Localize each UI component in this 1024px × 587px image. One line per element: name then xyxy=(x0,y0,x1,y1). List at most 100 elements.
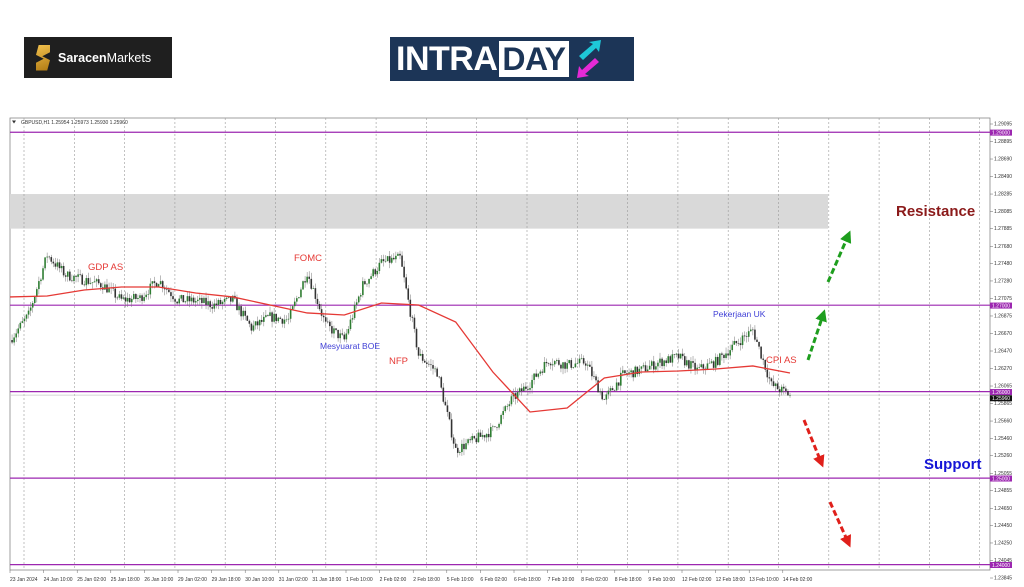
candle-bullish xyxy=(774,383,777,386)
candle-bearish xyxy=(426,362,428,364)
candle-bullish xyxy=(143,297,145,301)
candle-bearish xyxy=(444,401,447,406)
candle-bullish xyxy=(159,281,162,285)
candle-bearish xyxy=(79,274,81,275)
candle-bullish xyxy=(221,301,224,305)
candle-bullish xyxy=(40,279,42,282)
candle-bearish xyxy=(636,366,639,375)
candle-bullish xyxy=(296,298,298,302)
candle-bullish xyxy=(523,386,525,392)
intraday-text-1: INTRA xyxy=(396,39,498,78)
logo-text-regular: Markets xyxy=(106,50,152,65)
candle-bearish xyxy=(549,363,552,366)
candle-bearish xyxy=(413,317,416,329)
candle-bearish xyxy=(665,360,667,363)
candle-bullish xyxy=(298,297,300,299)
candle-bullish xyxy=(376,270,379,275)
candle-bearish xyxy=(337,329,339,339)
candle-bearish xyxy=(432,365,434,369)
candle-bullish xyxy=(397,253,399,256)
candle-bearish xyxy=(716,356,719,365)
collapse-triangle-icon[interactable] xyxy=(12,120,16,124)
candle-bearish xyxy=(304,281,306,283)
saracen-s-icon xyxy=(36,44,50,71)
x-tick-label: 12 Feb 02:00 xyxy=(682,577,712,583)
candle-bearish xyxy=(442,387,445,402)
candle-bullish xyxy=(186,296,189,302)
candle-bullish xyxy=(657,362,659,367)
candle-bearish xyxy=(267,315,269,316)
candle-bullish xyxy=(196,299,199,302)
candle-bullish xyxy=(492,426,494,428)
x-tick-label: 12 Feb 18:00 xyxy=(716,577,746,583)
candle-bullish xyxy=(630,370,632,373)
candle-bullish xyxy=(25,314,28,319)
candle-bullish xyxy=(242,310,244,317)
candle-bearish xyxy=(560,364,562,369)
candle-bullish xyxy=(533,373,535,380)
candle-bullish xyxy=(157,284,160,287)
candle-bullish xyxy=(714,356,717,368)
candle-bullish xyxy=(312,288,315,289)
candle-bullish xyxy=(21,321,24,323)
x-tick-label: 8 Feb 18:00 xyxy=(615,577,642,583)
x-tick-label: 5 Feb 10:00 xyxy=(447,577,474,583)
candle-bearish xyxy=(320,309,323,316)
x-tick-label: 31 Jan 18:00 xyxy=(312,577,341,583)
level-price-tag xyxy=(990,475,1012,482)
candle-bearish xyxy=(597,380,599,393)
candle-bearish xyxy=(382,259,385,262)
candle-bearish xyxy=(388,256,391,263)
candle-bullish xyxy=(368,278,370,284)
candle-bearish xyxy=(541,371,544,373)
candle-bullish xyxy=(489,427,492,438)
candle-bullish xyxy=(56,262,59,267)
candle-bullish xyxy=(300,289,302,298)
candle-bearish xyxy=(653,361,655,370)
candle-bullish xyxy=(17,328,20,334)
candle-bearish xyxy=(393,257,395,260)
candle-bearish xyxy=(99,283,102,288)
candle-bearish xyxy=(163,288,166,290)
candle-bearish xyxy=(712,361,715,368)
candle-bullish xyxy=(696,367,698,371)
candle-bullish xyxy=(390,257,393,263)
candle-bearish xyxy=(219,300,222,305)
candle-bullish xyxy=(203,297,205,303)
candle-bearish xyxy=(335,328,337,330)
candle-bullish xyxy=(137,297,139,299)
candle-bullish xyxy=(104,284,106,290)
y-tick-label: 1.26065 xyxy=(994,384,1012,390)
x-tick-label: 14 Feb 02:00 xyxy=(783,577,813,583)
candle-bullish xyxy=(607,390,610,395)
candle-bearish xyxy=(469,439,471,441)
candle-bearish xyxy=(558,360,560,365)
candle-bullish xyxy=(293,301,296,307)
y-tick-label: 1.25055 xyxy=(994,471,1012,477)
candle-bearish xyxy=(494,426,496,428)
candle-bullish xyxy=(638,368,641,375)
candle-bullish xyxy=(566,363,568,369)
candle-bullish xyxy=(789,395,791,396)
y-tick-label: 1.25260 xyxy=(994,453,1012,459)
candle-bullish xyxy=(642,365,645,367)
candle-bearish xyxy=(681,353,684,357)
x-tick-label: 1 Feb 10:00 xyxy=(346,577,373,583)
candle-bearish xyxy=(764,359,767,370)
candle-bullish xyxy=(498,423,500,428)
candle-bearish xyxy=(308,276,311,279)
candle-bearish xyxy=(739,343,742,346)
candle-bearish xyxy=(83,284,86,286)
candle-bearish xyxy=(430,364,432,366)
level-price-label: 1.29000 xyxy=(992,131,1010,137)
candle-bearish xyxy=(463,443,465,450)
y-tick-label: 1.26270 xyxy=(994,366,1012,372)
candle-bullish xyxy=(263,316,265,322)
x-tick-label: 23 Jan 2024 xyxy=(10,577,38,583)
event-fomc: FOMC xyxy=(294,253,322,264)
candle-bullish xyxy=(283,319,286,324)
candle-bearish xyxy=(120,294,123,299)
candle-bearish xyxy=(770,378,773,382)
candle-bullish xyxy=(227,296,230,298)
